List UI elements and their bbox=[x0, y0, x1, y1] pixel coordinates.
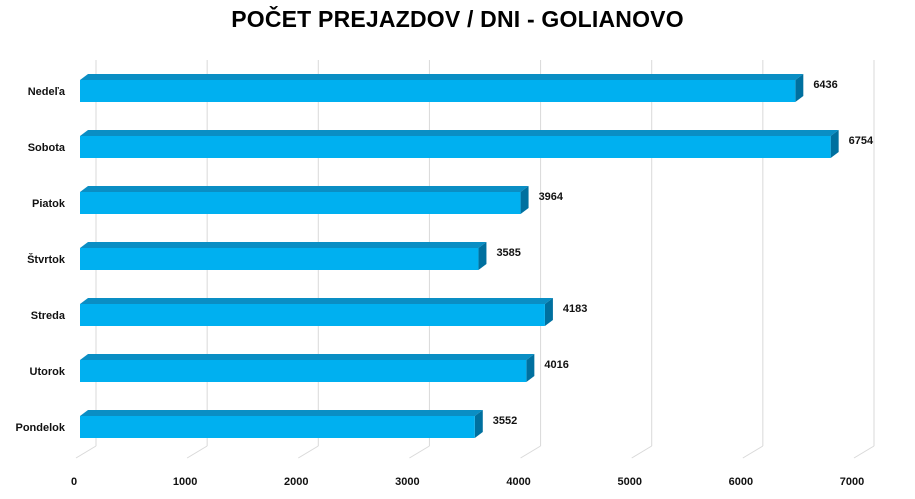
category-label: Pondelok bbox=[15, 422, 65, 434]
x-tick-label: 2000 bbox=[284, 476, 308, 488]
bar-side-face bbox=[474, 410, 483, 438]
category-label: Utorok bbox=[30, 366, 66, 378]
bar-top-face bbox=[80, 186, 529, 192]
gridline-floor bbox=[853, 445, 875, 459]
bar-side-face bbox=[795, 74, 804, 102]
bar bbox=[80, 80, 796, 102]
category-label: Štvrtok bbox=[27, 253, 66, 266]
bar bbox=[80, 248, 479, 270]
bar-top-face bbox=[80, 354, 535, 360]
bar bbox=[80, 360, 527, 382]
gridline-floor bbox=[298, 445, 319, 459]
bar-top-face bbox=[80, 74, 804, 80]
x-tick-label: 1000 bbox=[173, 476, 197, 488]
x-tick-label: 4000 bbox=[506, 476, 530, 488]
category-label: Sobota bbox=[28, 142, 66, 154]
bar-top-face bbox=[80, 130, 839, 136]
gridline-floor bbox=[631, 445, 652, 459]
bar-top-face bbox=[80, 410, 483, 416]
category-label: Streda bbox=[31, 310, 66, 322]
data-label: 3552 bbox=[493, 415, 517, 427]
bar bbox=[80, 416, 475, 438]
bar-side-face bbox=[526, 354, 535, 382]
x-tick-label: 7000 bbox=[840, 476, 864, 488]
gridline-floor bbox=[742, 445, 764, 459]
data-label: 6436 bbox=[813, 79, 837, 91]
x-tick-label: 5000 bbox=[617, 476, 641, 488]
gridline-floor bbox=[520, 445, 541, 459]
x-tick-label: 0 bbox=[71, 476, 77, 488]
x-tick-label: 6000 bbox=[729, 476, 753, 488]
bar bbox=[80, 192, 521, 214]
category-label: Nedeľa bbox=[28, 86, 66, 98]
bar bbox=[80, 304, 545, 326]
chart-title: POČET PREJAZDOV / DNI - GOLIANOVO bbox=[231, 6, 684, 32]
data-label: 6754 bbox=[849, 135, 874, 147]
data-label: 4183 bbox=[563, 303, 587, 315]
category-label: Piatok bbox=[32, 198, 66, 210]
bar-side-face bbox=[830, 130, 839, 158]
data-label: 3964 bbox=[539, 191, 564, 203]
data-label: 3585 bbox=[496, 247, 520, 259]
gridline-floor bbox=[186, 445, 208, 459]
bar-side-face bbox=[478, 242, 487, 270]
gridline-floor bbox=[75, 445, 97, 459]
bar-top-face bbox=[80, 242, 487, 248]
bar-top-face bbox=[80, 298, 553, 304]
bar-side-face bbox=[544, 298, 553, 326]
bar-side-face bbox=[520, 186, 529, 214]
data-label: 4016 bbox=[544, 359, 568, 371]
bar bbox=[80, 136, 831, 158]
x-tick-label: 3000 bbox=[395, 476, 419, 488]
gridline-floor bbox=[409, 445, 430, 459]
